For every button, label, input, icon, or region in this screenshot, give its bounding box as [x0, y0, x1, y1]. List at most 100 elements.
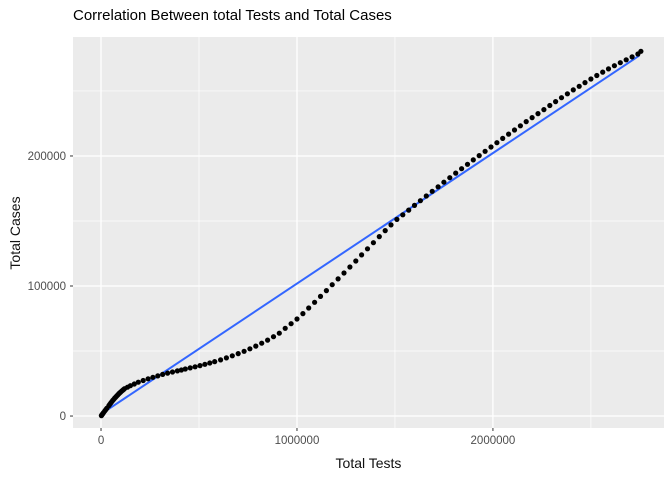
data-point — [453, 170, 459, 176]
y-tick-label: 100000 — [28, 281, 66, 293]
y-tick-label: 200000 — [28, 151, 66, 163]
data-point — [165, 370, 171, 376]
axis-tick-labels: 0 1000000 2000000 0 100000 200000 — [28, 151, 516, 447]
data-point — [617, 60, 623, 66]
data-point — [253, 343, 259, 349]
data-point — [564, 91, 571, 97]
regression-line — [100, 54, 640, 416]
data-point — [212, 359, 218, 365]
data-point — [353, 258, 359, 264]
data-point — [605, 66, 612, 72]
regression-line-layer — [100, 54, 640, 416]
data-point — [470, 157, 476, 163]
data-point — [127, 383, 133, 389]
data-point — [464, 161, 471, 167]
data-point — [282, 325, 288, 331]
data-point — [364, 246, 371, 252]
data-point — [541, 107, 547, 113]
data-point — [611, 63, 618, 69]
data-point — [329, 282, 335, 288]
data-point — [347, 264, 353, 270]
x-tick-label: 2000000 — [471, 435, 516, 447]
data-point — [294, 316, 300, 322]
data-point — [317, 293, 324, 299]
data-point — [506, 131, 512, 137]
data-point — [447, 175, 453, 181]
data-point — [594, 72, 600, 79]
data-point — [140, 377, 146, 384]
data-point — [435, 184, 441, 190]
minor-gridlines — [73, 37, 664, 428]
data-points-layer — [98, 48, 644, 419]
major-gridlines — [73, 37, 664, 428]
data-point — [529, 115, 535, 121]
data-point — [406, 207, 412, 213]
data-point — [359, 252, 365, 258]
axis-ticks — [70, 155, 494, 431]
data-point — [523, 119, 529, 125]
data-point — [160, 371, 166, 377]
data-point — [629, 54, 635, 60]
data-point — [500, 135, 506, 141]
data-point — [197, 363, 203, 369]
data-point — [370, 240, 376, 246]
data-point — [202, 361, 208, 367]
data-point — [341, 270, 347, 276]
data-point — [187, 365, 193, 371]
data-point — [623, 57, 629, 63]
data-point — [488, 144, 494, 150]
data-point — [247, 346, 253, 352]
data-point — [241, 348, 247, 354]
data-point — [323, 288, 329, 294]
data-point — [270, 334, 277, 340]
data-point — [335, 276, 341, 282]
data-point — [169, 369, 176, 375]
data-point — [576, 83, 582, 89]
data-point — [259, 340, 265, 346]
data-point — [511, 127, 518, 133]
data-point — [288, 321, 294, 327]
data-point — [150, 374, 156, 380]
data-point — [535, 111, 541, 117]
data-point — [223, 355, 229, 361]
data-point — [423, 193, 429, 199]
data-point — [300, 311, 306, 317]
data-point — [382, 228, 388, 234]
data-point — [135, 379, 141, 385]
plot-title: Correlation Between total Tests and Tota… — [73, 7, 392, 24]
y-axis-title: Total Cases — [7, 196, 23, 270]
plot-panel — [73, 37, 664, 428]
data-point — [182, 366, 188, 372]
data-point — [600, 69, 606, 75]
data-point — [570, 87, 576, 93]
data-point — [638, 48, 644, 54]
data-point — [306, 305, 312, 311]
data-point — [312, 299, 318, 305]
data-point — [394, 216, 400, 222]
data-point — [582, 80, 588, 86]
data-point — [178, 367, 184, 373]
data-point — [192, 364, 198, 370]
data-point — [411, 202, 418, 208]
data-point — [429, 188, 435, 194]
data-point — [459, 166, 465, 172]
data-point — [145, 376, 151, 382]
data-point — [276, 330, 282, 336]
x-tick-label: 1000000 — [275, 435, 320, 447]
data-point — [517, 123, 524, 129]
data-point — [265, 337, 271, 343]
data-point — [553, 99, 559, 105]
data-point — [131, 381, 137, 387]
data-point — [207, 360, 213, 366]
data-point — [229, 353, 235, 359]
data-point — [155, 373, 161, 379]
data-point — [558, 95, 565, 101]
data-point — [218, 357, 224, 363]
data-point — [482, 148, 488, 154]
data-point — [494, 140, 500, 146]
data-point — [417, 198, 423, 204]
data-point — [588, 76, 594, 82]
data-point — [400, 212, 406, 218]
